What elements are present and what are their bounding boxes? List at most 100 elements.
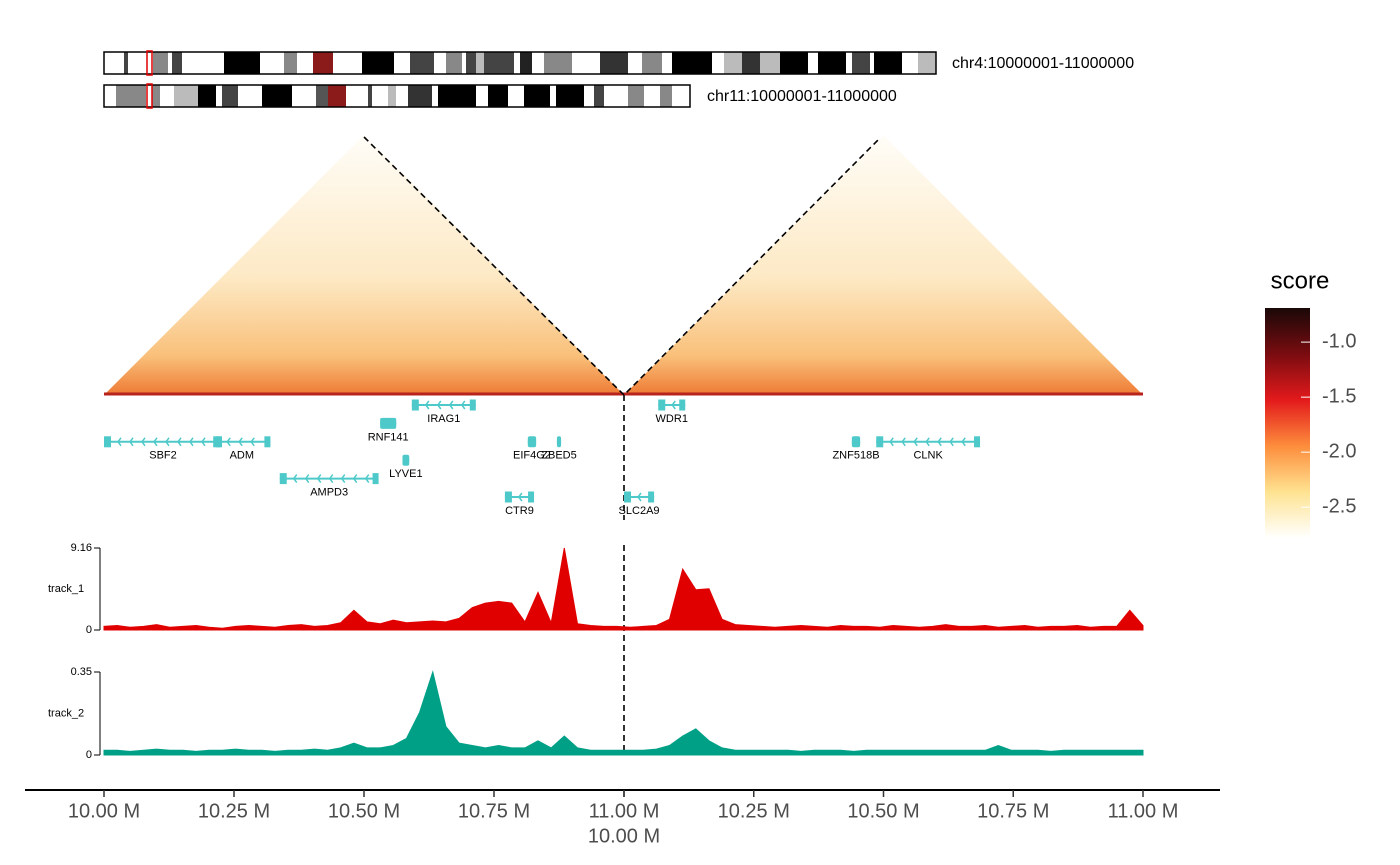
exon (469, 399, 476, 411)
ideogram-band (846, 52, 852, 74)
x-tick-label: 10.75 M (977, 800, 1049, 822)
ideogram-band (874, 52, 902, 74)
ideogram-band (550, 85, 556, 107)
x-tick-label: 10.50 M (847, 800, 919, 822)
strand-arrow (153, 437, 158, 447)
exon (402, 454, 410, 466)
ideograms (103, 50, 937, 109)
ideogram-band (466, 52, 476, 74)
strand-arrow (961, 437, 966, 447)
x-tick-label: 10.75 M (458, 800, 530, 822)
gene-label: SLC2A9 (619, 505, 660, 517)
heatmap (104, 135, 624, 395)
x-tick-label: 10.25 M (718, 800, 790, 822)
ideogram-band (780, 52, 808, 74)
ideogram-band (918, 52, 936, 74)
ideogram-band (372, 85, 388, 107)
ideogram-band (642, 52, 662, 74)
ideogram-band (238, 85, 262, 107)
exon (624, 491, 631, 503)
ideogram-band (488, 85, 508, 107)
strand-arrow (448, 400, 454, 410)
strand-arrow (901, 437, 906, 447)
strand-arrow (201, 437, 206, 447)
ideogram-band (124, 52, 128, 74)
gene-label: LYVE1 (389, 468, 422, 480)
colorbar (1265, 308, 1310, 538)
exon (380, 417, 397, 429)
exon (648, 491, 655, 503)
gene-label: ZBED5 (541, 450, 576, 462)
gene (658, 399, 686, 411)
ideogram-band (174, 85, 198, 107)
ideogram-band (116, 85, 146, 107)
ideogram-band (152, 85, 160, 107)
ideogram-band (216, 85, 222, 107)
exon (504, 491, 512, 503)
ideogram-band (284, 52, 297, 74)
ideogram-band (672, 85, 690, 107)
gene (876, 436, 981, 448)
gene (624, 491, 655, 503)
ideogram-band (104, 52, 124, 74)
ideogram-band (172, 52, 182, 74)
gene (402, 454, 410, 466)
strand-arrow (316, 474, 322, 484)
strand-arrow (517, 492, 523, 502)
ideogram-band (224, 52, 260, 74)
exon (876, 436, 884, 448)
strand-arrow (424, 400, 430, 410)
ideogram-band (604, 85, 628, 107)
exon (527, 436, 537, 448)
strand-arrow (925, 437, 930, 447)
ideogram-band (160, 85, 174, 107)
region-label: chr11:10000001-11000000 (707, 88, 897, 105)
ideogram-band (153, 52, 168, 74)
ideogram-band (432, 85, 438, 107)
exon (264, 436, 271, 448)
ideogram-band (462, 52, 466, 74)
strand-arrow (889, 437, 894, 447)
ideogram-band (662, 52, 672, 74)
strand-arrow (189, 437, 194, 447)
gene (279, 473, 379, 485)
gene (104, 436, 223, 448)
track-area (103, 547, 1144, 631)
ideogram-band (532, 52, 544, 74)
gene-label: ADM (230, 450, 254, 462)
ideogram-band (410, 52, 434, 74)
ideogram-band (316, 85, 328, 107)
ideogram-band (104, 85, 116, 107)
ideogram-band (168, 52, 172, 74)
ideogram-band (346, 85, 368, 107)
gene (504, 491, 535, 503)
ideogram-band (328, 85, 346, 107)
exon (679, 399, 686, 411)
x-tick-label: 11.00 M (1108, 800, 1179, 822)
ideogram-band (760, 52, 780, 74)
boundary-line (363, 136, 879, 397)
gene-label: IRAG1 (427, 413, 460, 425)
heatmap (624, 135, 1143, 395)
x-tick-label: 10.00 M (588, 825, 660, 847)
strand-arrow (460, 400, 466, 410)
gene-label: CLNK (913, 450, 943, 462)
ideogram-band (313, 52, 333, 74)
gene-label: WDR1 (656, 413, 688, 425)
ideogram-band (672, 52, 712, 74)
ideogram-band (712, 52, 724, 74)
ideogram-band (902, 52, 918, 74)
x-tick-label: 11.00 M (589, 800, 660, 822)
strand-arrow (949, 437, 954, 447)
colorbar-label: -2.5 (1322, 495, 1356, 517)
exon (411, 399, 419, 411)
strand-arrow (364, 474, 370, 484)
exon (658, 399, 666, 411)
ideogram-highlight (146, 50, 153, 76)
ideogram-band (476, 52, 484, 74)
strand-arrow (328, 474, 334, 484)
gene (527, 436, 537, 448)
ideogram-band (262, 85, 292, 107)
ideogram-band (514, 52, 520, 74)
exon (213, 436, 221, 448)
